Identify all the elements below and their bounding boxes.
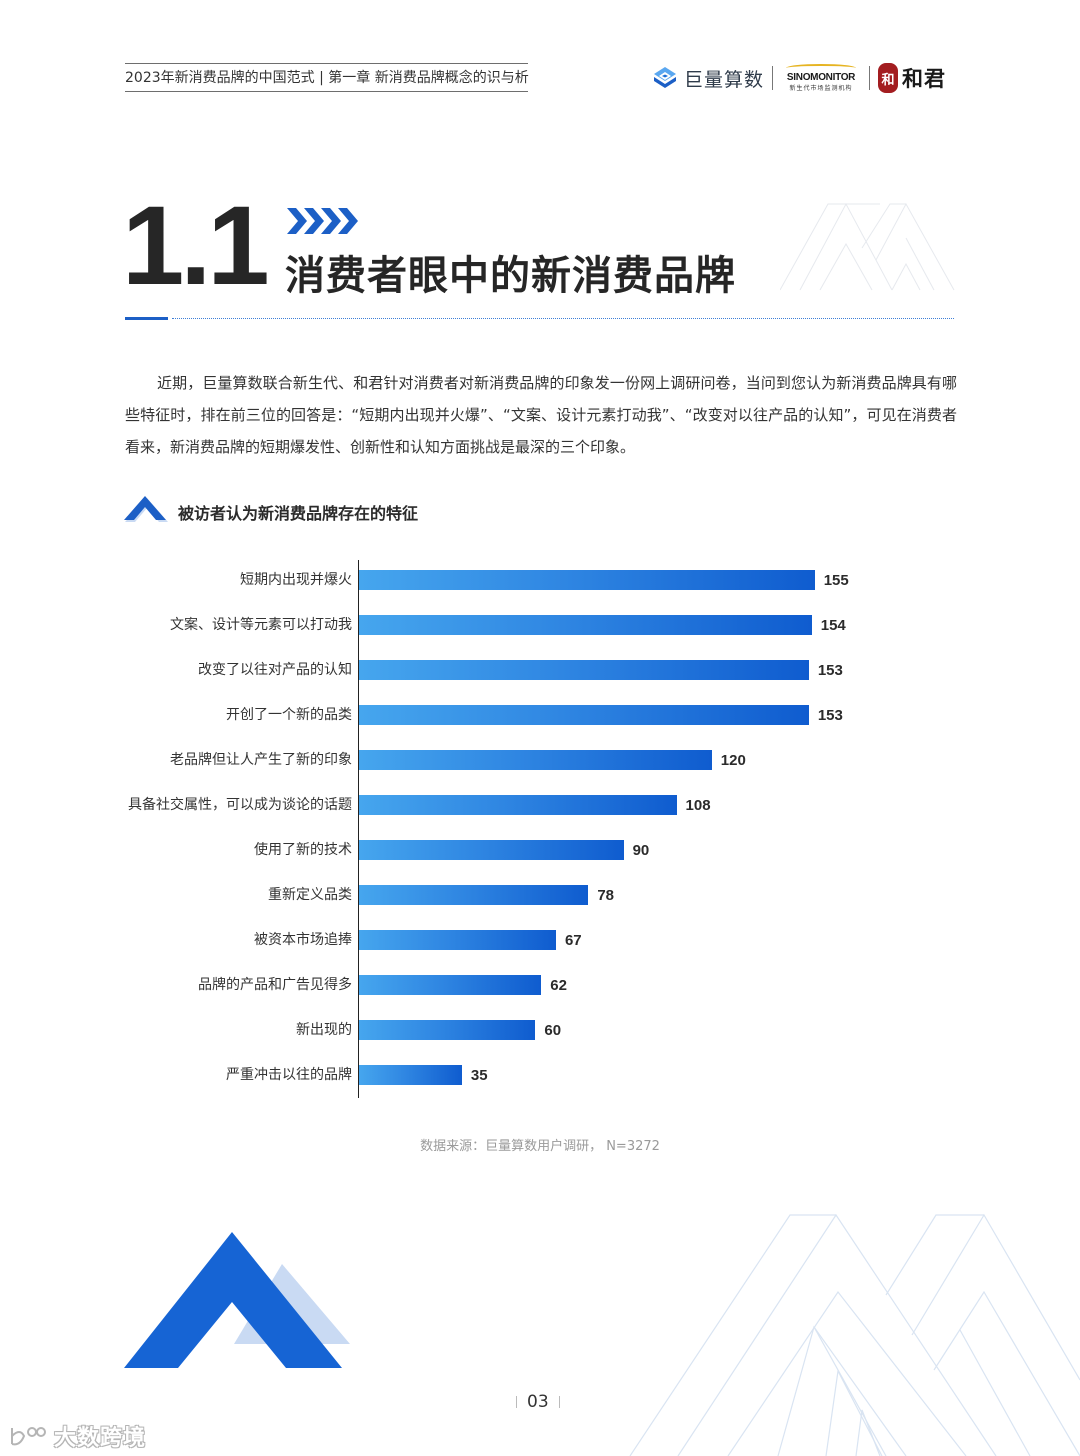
bar-label: 短期内出现并爆火 bbox=[240, 572, 352, 588]
bar bbox=[359, 1020, 536, 1040]
bar-value-label: 62 bbox=[550, 977, 567, 994]
data-source-note: 数据来源：巨量算数用户调研， N=3272 bbox=[420, 1139, 660, 1154]
juliang-logo-icon bbox=[654, 67, 676, 88]
bar-value-label: 154 bbox=[820, 617, 846, 634]
bar-row: 新出现的 60 bbox=[0, 1008, 1080, 1053]
bar-row: 短期内出现并爆火 155 bbox=[0, 558, 1080, 603]
watermark: 大数跨境 bbox=[8, 1420, 146, 1452]
bar-value-label: 67 bbox=[564, 932, 582, 949]
bar bbox=[359, 660, 809, 680]
watermark-text: 大数跨境 bbox=[54, 1426, 147, 1451]
bar-label: 被资本市场追捧 bbox=[254, 932, 352, 948]
sinomonitor-logo-text: SINOMONITOR bbox=[786, 72, 856, 83]
bar bbox=[359, 1065, 462, 1085]
bar bbox=[359, 750, 712, 770]
bar-value-label: 60 bbox=[544, 1022, 562, 1039]
bar-row: 文案、设计等元素可以打动我 154 bbox=[0, 603, 1080, 648]
partner-logos: 巨量算数 SINOMONITOR 新生代市场监测机构 和 和君 bbox=[652, 58, 946, 98]
section-title: 消费者眼中的新消费品牌 bbox=[285, 253, 736, 299]
section-number: 1.1 bbox=[122, 183, 270, 308]
mountain-lines-decoration bbox=[779, 198, 960, 297]
bar-label: 开创了一个新的品类 bbox=[226, 707, 352, 723]
header-rule-bottom bbox=[125, 91, 528, 92]
bar-label: 使用了新的技术 bbox=[254, 842, 352, 858]
page-number: 03 bbox=[516, 1392, 560, 1412]
bar-value-label: 35 bbox=[470, 1067, 488, 1084]
bar bbox=[359, 840, 624, 860]
bar bbox=[359, 570, 815, 590]
bar-label: 老品牌但让人产生了新的印象 bbox=[170, 752, 352, 768]
mountain-lines-decoration-large bbox=[600, 1195, 1080, 1456]
bar bbox=[359, 930, 556, 950]
bar-value-label: 153 bbox=[817, 707, 843, 724]
bar-row: 改变了以往对产品的认知 153 bbox=[0, 648, 1080, 693]
bar-row: 被资本市场追捧 67 bbox=[0, 918, 1080, 963]
bar bbox=[359, 885, 589, 905]
page-number-text: 03 bbox=[527, 1392, 549, 1412]
bar-value-label: 78 bbox=[597, 887, 614, 904]
bar-value-label: 90 bbox=[632, 842, 650, 859]
bar bbox=[359, 975, 542, 995]
bar-row: 具备社交属性，可以成为谈论的话题 108 bbox=[0, 783, 1080, 828]
section-rule-accent bbox=[125, 317, 168, 320]
bar-label: 文案、设计等元素可以打动我 bbox=[170, 617, 352, 633]
header-rule-top bbox=[125, 63, 528, 64]
bar-label: 品牌的产品和广告见得多 bbox=[198, 977, 352, 993]
bar-row: 严重冲击以往的品牌 35 bbox=[0, 1053, 1080, 1098]
chart-y-axis bbox=[358, 560, 359, 1098]
sinomonitor-logo: SINOMONITOR 新生代市场监测机构 bbox=[781, 64, 861, 92]
page-number-divider bbox=[516, 1396, 517, 1408]
hejun-logo: 和 和君 bbox=[878, 63, 946, 93]
logo-divider bbox=[772, 66, 774, 90]
chevrons-icon bbox=[287, 208, 359, 238]
chart-title-caret-icon bbox=[124, 496, 168, 526]
bar-label: 重新定义品类 bbox=[268, 887, 352, 903]
bar-value-label: 108 bbox=[685, 797, 711, 814]
section-rule-dotted bbox=[172, 318, 954, 319]
bar-value-label: 155 bbox=[823, 572, 849, 589]
sinomonitor-arc-icon bbox=[786, 64, 857, 72]
juliang-logo: 巨量算数 bbox=[652, 65, 764, 92]
bar bbox=[359, 795, 677, 815]
bar-row: 老品牌但让人产生了新的印象 120 bbox=[0, 738, 1080, 783]
sinomonitor-logo-subtext: 新生代市场监测机构 bbox=[789, 85, 853, 92]
bar-value-label: 120 bbox=[720, 752, 746, 769]
bar-label: 改变了以往对产品的认知 bbox=[198, 662, 352, 678]
hejun-seal-icon: 和 bbox=[878, 63, 899, 93]
mountain-logo-decoration bbox=[124, 1232, 354, 1376]
intro-paragraph: 近期，巨量算数联合新生代、和君针对消费者对新消费品牌的印象发一份网上调研问卷，当… bbox=[125, 374, 957, 456]
watermark-logo-icon bbox=[11, 1427, 46, 1446]
chart-title: 被访者认为新消费品牌存在的特征 bbox=[178, 504, 419, 523]
bar-label: 新出现的 bbox=[296, 1022, 352, 1038]
bar-label: 具备社交属性，可以成为谈论的话题 bbox=[128, 797, 352, 813]
running-title: 2023年新消费品牌的中国范式 | 第一章 新消费品牌概念的识与析 bbox=[125, 70, 529, 86]
bar-row: 品牌的产品和广告见得多 62 bbox=[0, 963, 1080, 1008]
page-number-divider bbox=[558, 1396, 560, 1408]
bar-label: 严重冲击以往的品牌 bbox=[226, 1067, 352, 1083]
bar-row: 开创了一个新的品类 153 bbox=[0, 693, 1080, 738]
bar bbox=[359, 615, 812, 635]
bar-row: 使用了新的技术 90 bbox=[0, 828, 1080, 873]
bar-row: 重新定义品类 78 bbox=[0, 873, 1080, 918]
juliang-logo-text: 巨量算数 bbox=[684, 68, 765, 91]
hejun-logo-text: 和君 bbox=[902, 67, 947, 91]
bar bbox=[359, 705, 809, 725]
logo-divider bbox=[869, 66, 871, 90]
bar-value-label: 153 bbox=[817, 662, 843, 679]
